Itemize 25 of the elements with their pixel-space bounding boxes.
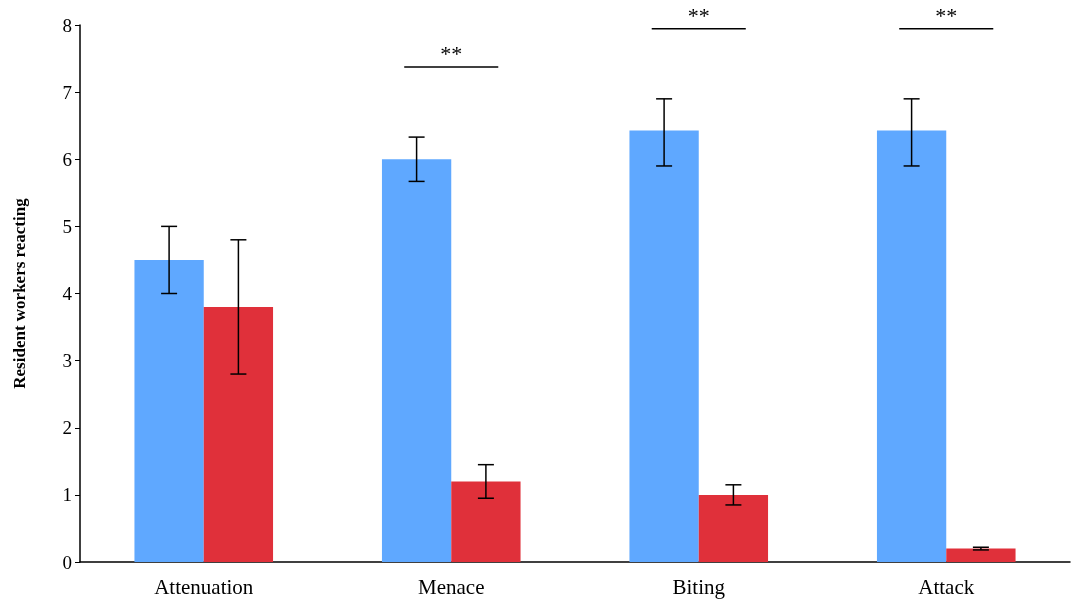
bar bbox=[381, 159, 452, 562]
y-tick-label: 2 bbox=[62, 417, 72, 439]
bar bbox=[134, 259, 204, 562]
x-tick-label: Attenuation bbox=[154, 574, 254, 599]
y-tick-label: 6 bbox=[62, 148, 72, 170]
annotation: ** bbox=[440, 41, 463, 67]
bar bbox=[629, 130, 699, 562]
y-axis-title: Resident workers reacting bbox=[10, 197, 29, 389]
annotation: ** bbox=[935, 2, 958, 28]
bar bbox=[946, 548, 1016, 562]
bar bbox=[698, 494, 769, 562]
x-tick-label: Menace bbox=[418, 574, 485, 599]
bar bbox=[203, 306, 274, 562]
x-tick-label: Attack bbox=[918, 574, 975, 599]
y-tick-label: 0 bbox=[62, 551, 72, 573]
y-tick-label: 1 bbox=[62, 484, 72, 506]
y-tick-label: 4 bbox=[62, 283, 73, 304]
y-tick-label: 5 bbox=[62, 215, 72, 237]
y-tick-label: 7 bbox=[62, 81, 72, 103]
y-tick-label: 3 bbox=[62, 350, 72, 372]
bar bbox=[451, 481, 521, 562]
annotation: ** bbox=[687, 2, 710, 28]
y-tick-label: 8 bbox=[62, 14, 72, 36]
bar bbox=[876, 130, 947, 562]
x-tick-label: Biting bbox=[672, 574, 726, 599]
